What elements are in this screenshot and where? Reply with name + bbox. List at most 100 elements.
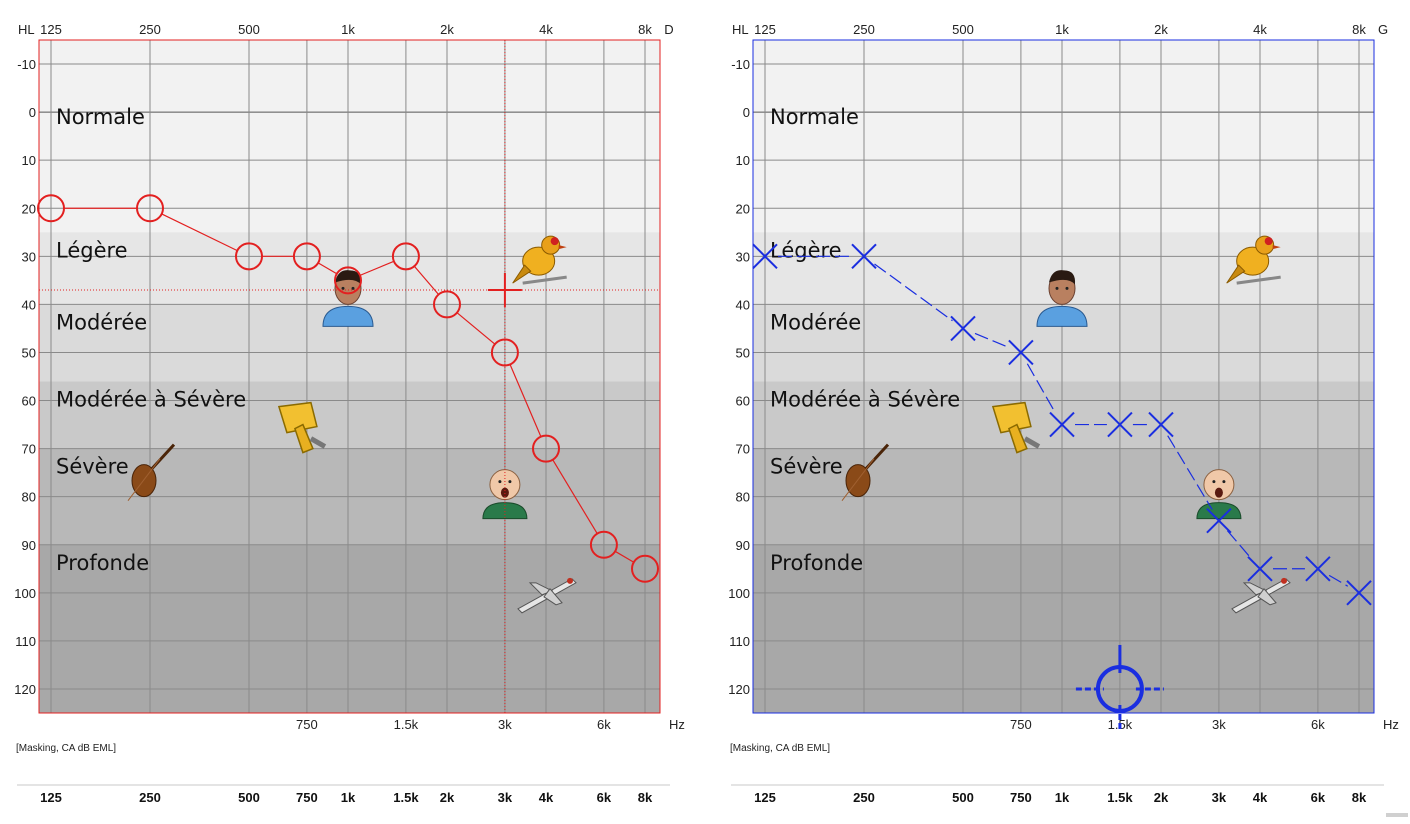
bottom-scale-label: 6k — [1311, 790, 1326, 805]
bird-beak — [558, 245, 567, 250]
y-tick-label: 80 — [22, 490, 36, 505]
series-line-segment — [552, 459, 598, 534]
top-tick-label: 1k — [1055, 22, 1069, 37]
y-tick-label: 110 — [15, 634, 36, 649]
data-point-circle[interactable] — [589, 530, 618, 559]
data-point-cross[interactable] — [1049, 411, 1075, 438]
band-area — [39, 40, 660, 233]
data-point-circle[interactable] — [37, 194, 65, 223]
y-tick-label: -10 — [17, 57, 36, 72]
data-point-circle[interactable] — [292, 242, 321, 271]
bird-crest — [1264, 237, 1273, 246]
person-eye — [341, 286, 345, 290]
top-tick-label: 1k — [341, 22, 355, 37]
crying-baby-icon — [1196, 469, 1242, 520]
bird-tail — [1226, 264, 1246, 284]
series-line-segment — [161, 213, 238, 252]
data-point-circle[interactable] — [631, 554, 659, 583]
data-point-cross[interactable] — [1247, 556, 1273, 582]
data-point-cross[interactable] — [1206, 508, 1232, 534]
hz-unit-label: Hz — [669, 717, 685, 732]
hair-dryer-icon — [277, 401, 327, 454]
bottom-scale-label: 8k — [1352, 790, 1367, 805]
crosshair-cursor-icon[interactable] — [1075, 644, 1164, 729]
person-eye — [1065, 286, 1069, 290]
cross-stroke — [950, 315, 976, 342]
top-tick-label: 250 — [139, 22, 161, 37]
y-tick-label: 10 — [22, 153, 36, 168]
airplane-icon — [1231, 577, 1291, 614]
bottom-scale-label: 3k — [498, 790, 513, 805]
top-tick-label: 500 — [952, 22, 974, 37]
y-tick-label: 30 — [736, 249, 750, 264]
data-point-cross[interactable] — [1305, 556, 1331, 582]
y-tick-label: 70 — [22, 442, 36, 457]
plane-nose — [1281, 577, 1287, 584]
baby-eye — [498, 480, 502, 484]
ear-label: G — [1378, 22, 1388, 37]
bottom-scale-label: 1k — [1055, 790, 1070, 805]
audiogram-panel-left-ear: Normale Légère Modérée Modérée à Sévère Sévè… — [728, 22, 1399, 754]
data-point-cross[interactable] — [1008, 339, 1034, 366]
top-tick-label: 125 — [40, 22, 62, 37]
violin-bow — [127, 458, 161, 501]
y-tick-label: 60 — [736, 394, 750, 409]
top-tick-label: 250 — [853, 22, 875, 37]
bottom-tick-label: 6k — [597, 717, 611, 732]
data-point-cross[interactable] — [752, 243, 778, 270]
data-point-cross[interactable] — [1107, 411, 1133, 438]
dryer-nozzle — [1023, 436, 1041, 449]
cross-stroke — [851, 243, 877, 270]
band-area — [753, 381, 1374, 449]
data-point-cross[interactable] — [1346, 580, 1372, 606]
top-tick-label: 125 — [754, 22, 776, 37]
person-hair — [335, 270, 362, 285]
series-line-segment — [509, 364, 542, 437]
bottom-tick-label: 1.5k — [394, 717, 419, 732]
dryer-body — [991, 401, 1032, 434]
series-line-segment — [1328, 574, 1349, 587]
y-tick-label: 100 — [14, 586, 36, 601]
series-line-segment — [359, 260, 395, 276]
y-tick-label: 0 — [743, 105, 750, 120]
band-label: Profonde — [770, 551, 863, 575]
y-tick-label: 60 — [22, 394, 36, 409]
ear-label: D — [664, 22, 673, 37]
band-label: Sévère — [56, 455, 129, 479]
y-tick-label: 40 — [22, 297, 36, 312]
data-point-circle[interactable] — [235, 242, 263, 271]
baby-mouth — [1214, 487, 1223, 498]
data-point-cross[interactable] — [950, 315, 976, 342]
y-tick-label: 10 — [736, 153, 750, 168]
series-line-segment — [317, 262, 338, 275]
data-point-circle[interactable] — [136, 194, 164, 223]
violin-icon — [127, 443, 176, 501]
data-point-cross[interactable] — [851, 243, 877, 270]
bird-crest — [550, 237, 559, 246]
band-label: Normale — [770, 105, 859, 129]
data-point-circle[interactable] — [490, 338, 519, 367]
band-area — [39, 544, 660, 713]
y-tick-label: 50 — [22, 345, 36, 360]
y-tick-label: -10 — [731, 57, 750, 72]
masking-note: [Masking, CA dB EML] — [730, 743, 830, 754]
y-tick-label: 110 — [729, 634, 750, 649]
data-point-circle[interactable] — [334, 266, 362, 295]
cross-stroke — [1049, 411, 1075, 438]
data-point-circle[interactable] — [532, 434, 560, 463]
data-point-circle[interactable] — [391, 242, 420, 271]
y-tick-label: 120 — [728, 682, 750, 697]
y-tick-label: 70 — [736, 442, 750, 457]
band-area — [753, 544, 1374, 713]
band-label: Légère — [56, 238, 128, 262]
bottom-tick-label: 3k — [1212, 717, 1226, 732]
top-tick-label: 8k — [638, 22, 652, 37]
plane-wing — [543, 588, 563, 606]
resize-grip[interactable] — [1386, 813, 1408, 817]
band-label: Légère — [770, 238, 842, 262]
bottom-frequency-scale: 125 250 500 750 1k 1.5k 2k 3k 4k 6k 8k — [731, 784, 1384, 805]
data-point-circle[interactable] — [433, 290, 461, 319]
baby-eye — [1222, 480, 1226, 484]
data-point-cross[interactable] — [1148, 411, 1174, 438]
